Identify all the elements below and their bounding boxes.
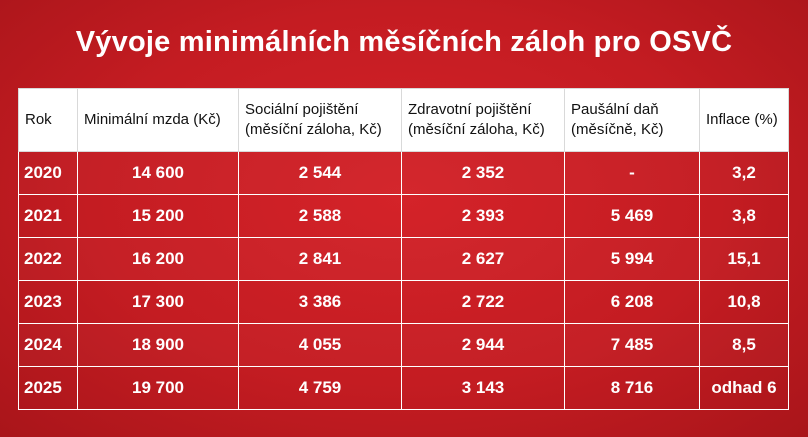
- cell-inflace: 3,8: [699, 194, 789, 238]
- cell-year: 2020: [18, 151, 78, 195]
- cell-pausalni: 8 716: [564, 366, 700, 410]
- cell-pausalni: 5 994: [564, 237, 700, 281]
- table-row: 2025 19 700 4 759 3 143 8 716 odhad 6: [18, 366, 789, 410]
- cell-min-mzda: 19 700: [77, 366, 239, 410]
- cell-zdravotni: 2 393: [401, 194, 565, 238]
- page-title: Vývoje minimálních měsíčních záloh pro O…: [75, 26, 733, 58]
- cell-inflace: 15,1: [699, 237, 789, 281]
- header-rok: Rok: [18, 88, 78, 152]
- cell-min-mzda: 17 300: [77, 280, 239, 324]
- cell-socialni: 2 588: [238, 194, 402, 238]
- cell-year: 2022: [18, 237, 78, 281]
- cell-zdravotni: 2 722: [401, 280, 565, 324]
- data-table: Rok Minimální mzda (Kč) Sociální pojiště…: [18, 88, 789, 410]
- table-row: 2022 16 200 2 841 2 627 5 994 15,1: [18, 237, 789, 281]
- table-row: 2021 15 200 2 588 2 393 5 469 3,8: [18, 194, 789, 238]
- cell-socialni: 4 759: [238, 366, 402, 410]
- cell-min-mzda: 16 200: [77, 237, 239, 281]
- cell-zdravotni: 3 143: [401, 366, 565, 410]
- table-row: 2024 18 900 4 055 2 944 7 485 8,5: [18, 323, 789, 367]
- cell-socialni: 4 055: [238, 323, 402, 367]
- cell-inflace: 8,5: [699, 323, 789, 367]
- cell-socialni: 2 841: [238, 237, 402, 281]
- cell-year: 2024: [18, 323, 78, 367]
- cell-year: 2025: [18, 366, 78, 410]
- header-inflace: Inflace (%): [699, 88, 789, 152]
- cell-inflace: 3,2: [699, 151, 789, 195]
- cell-zdravotni: 2 944: [401, 323, 565, 367]
- header-socialni: Sociální pojištění (měsíční záloha, Kč): [238, 88, 402, 152]
- header-min-mzda: Minimální mzda (Kč): [77, 88, 239, 152]
- cell-pausalni: 7 485: [564, 323, 700, 367]
- cell-pausalni: 5 469: [564, 194, 700, 238]
- table-row: 2020 14 600 2 544 2 352 - 3,2: [18, 151, 789, 195]
- cell-socialni: 2 544: [238, 151, 402, 195]
- cell-min-mzda: 15 200: [77, 194, 239, 238]
- cell-zdravotni: 2 352: [401, 151, 565, 195]
- table-row: 2023 17 300 3 386 2 722 6 208 10,8: [18, 280, 789, 324]
- cell-inflace: odhad 6: [699, 366, 789, 410]
- header-zdravotni: Zdravotní pojištění (měsíční záloha, Kč): [401, 88, 565, 152]
- cell-pausalni: -: [564, 151, 700, 195]
- cell-min-mzda: 18 900: [77, 323, 239, 367]
- table-header-row: Rok Minimální mzda (Kč) Sociální pojiště…: [18, 88, 789, 152]
- header-pausalni: Paušální daň (měsíčně, Kč): [564, 88, 700, 152]
- cell-inflace: 10,8: [699, 280, 789, 324]
- cell-min-mzda: 14 600: [77, 151, 239, 195]
- cell-zdravotni: 2 627: [401, 237, 565, 281]
- cell-socialni: 3 386: [238, 280, 402, 324]
- cell-pausalni: 6 208: [564, 280, 700, 324]
- cell-year: 2021: [18, 194, 78, 238]
- cell-year: 2023: [18, 280, 78, 324]
